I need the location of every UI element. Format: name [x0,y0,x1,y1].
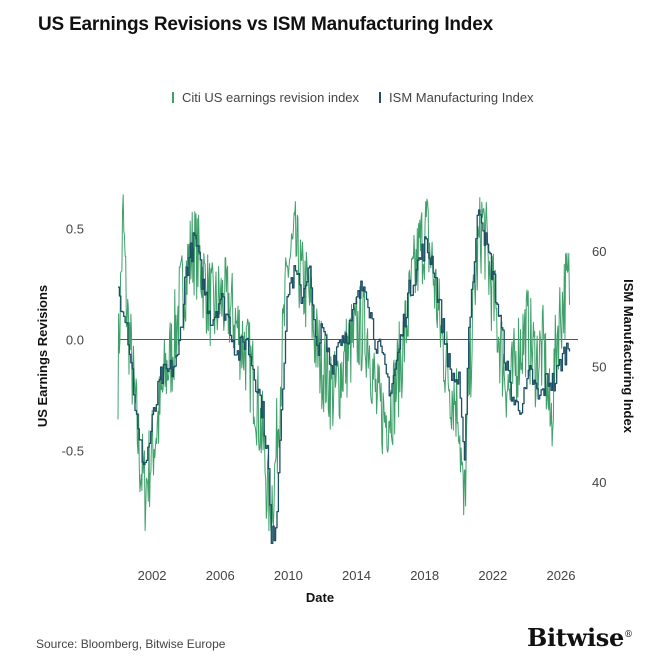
chart-title: US Earnings Revisions vs ISM Manufacturi… [38,14,493,35]
x-tick-2010: 2010 [274,568,303,583]
series-ism-manufacturing [118,209,571,545]
y-right-tick-60: 60 [592,244,606,259]
legend-label-citi: Citi US earnings revision index [182,90,360,105]
y-axis-right-label: ISM Manufacturing Index [621,279,636,434]
x-tick-2022: 2022 [478,568,507,583]
series-citi-earnings-revisions [117,194,570,532]
brand-logo: Bitwise® [527,623,633,652]
legend-label-ism: ISM Manufacturing Index [389,90,534,105]
y-left-tick-0.0: 0.0 [66,332,84,347]
x-tick-2026: 2026 [547,568,576,583]
ism-line [118,209,571,545]
y-right-tick-50: 50 [592,360,606,375]
citi-line [117,194,570,532]
legend-item-citi: Citi US earnings revision index [172,90,359,105]
legend-swatch-ism [379,92,382,103]
brand-registered-mark: ® [623,630,633,640]
y-axis-left-label: US Earnings Revisions [35,285,50,427]
chart-legend: Citi US earnings revision index ISM Manu… [172,90,534,105]
y-axis-left-ticks: 0.5 0.0 -0.5 [62,221,84,458]
y-left-tick-0.5: 0.5 [66,221,84,236]
y-right-tick-40: 40 [592,475,606,490]
x-tick-2018: 2018 [410,568,439,583]
x-tick-2014: 2014 [342,568,371,583]
y-left-tick--0.5: -0.5 [62,444,84,459]
source-note: Source: Bloomberg, Bitwise Europe [36,637,226,651]
x-tick-2002: 2002 [138,568,167,583]
legend-swatch-citi [172,92,174,103]
legend-item-ism: ISM Manufacturing Index [379,90,534,105]
brand-wordmark: Bitwise [527,623,624,652]
x-axis-ticks: 2002 2006 2010 2014 2018 2022 2026 [138,568,576,583]
y-axis-right-ticks: 60 50 40 [592,244,606,490]
x-tick-2006: 2006 [206,568,235,583]
x-axis-label: Date [306,590,334,605]
